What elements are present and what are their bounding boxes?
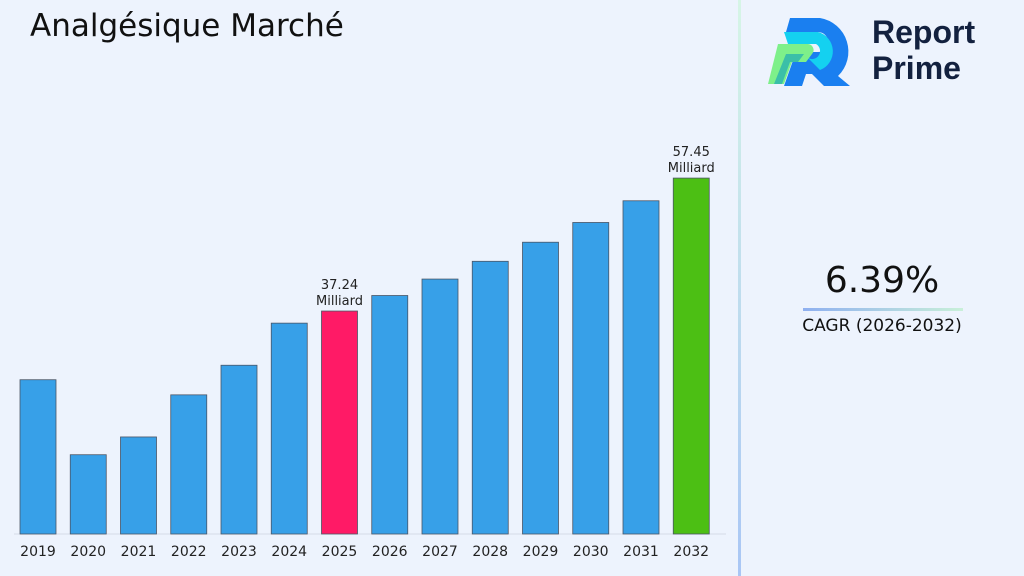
x-tick-label: 2028 <box>472 544 508 560</box>
cagr-value: 6.39% <box>824 260 940 301</box>
brand-line1: Report <box>872 14 976 50</box>
x-tick-label: 2029 <box>523 544 559 560</box>
chart-title: Analgésique Marché <box>30 8 344 44</box>
data-label-2025: 37.24 <box>321 278 358 293</box>
bar-2028 <box>471 260 509 535</box>
bar-chart: 2019 2020 2021 2022 2023 2024 202537.24Milliar… <box>14 145 726 560</box>
x-tick-label: 2023 <box>221 544 257 560</box>
x-tick-label: 2022 <box>171 544 207 560</box>
bar-2031 <box>622 200 660 535</box>
bar-2025 <box>321 310 358 535</box>
x-tick-label: 2030 <box>573 544 609 560</box>
x-tick-label: 2021 <box>121 544 157 560</box>
bar-2030 <box>572 222 610 535</box>
divider <box>738 0 741 576</box>
bar-2021 <box>120 436 157 535</box>
bar-2022 <box>170 394 208 535</box>
brand-name: Report Prime <box>872 14 975 86</box>
bar-2032 <box>672 177 710 535</box>
x-tick-label: 2024 <box>271 544 307 560</box>
bar-2020 <box>69 454 107 535</box>
data-label-2025: Milliard <box>316 294 363 309</box>
x-tick-label: 2025 <box>322 544 358 560</box>
cagr-underline <box>803 308 963 311</box>
data-label-2032: 57.45 <box>673 145 710 160</box>
x-tick-label: 2031 <box>623 544 659 560</box>
bar-2023 <box>220 364 258 535</box>
data-label-2032: Milliard <box>668 161 715 176</box>
x-tick-label: 2032 <box>673 544 709 560</box>
bar-2026 <box>371 295 409 535</box>
x-tick-label: 2019 <box>20 544 56 560</box>
x-tick-label: 2020 <box>70 544 106 560</box>
brand-line2: Prime <box>872 50 961 86</box>
report-prime-logo-icon <box>768 18 850 86</box>
bar-2019 <box>19 379 57 535</box>
x-tick-label: 2027 <box>422 544 458 560</box>
bar-2029 <box>522 241 559 535</box>
bar-2024 <box>270 322 308 535</box>
bar-2027 <box>421 278 459 535</box>
cagr-label: CAGR (2026-2032) <box>802 316 962 336</box>
x-tick-label: 2026 <box>372 544 408 560</box>
